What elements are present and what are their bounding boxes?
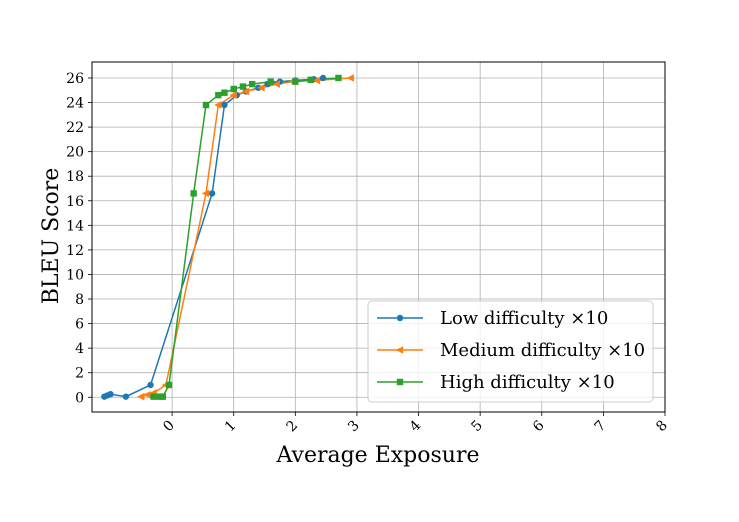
y-tick-label: 2 (75, 366, 84, 382)
x-axis-label: Average Exposure (276, 443, 480, 468)
y-tick-label: 14 (66, 218, 84, 234)
series-3-point (150, 393, 157, 400)
series-3-point (215, 91, 222, 99)
series-1-point (147, 381, 154, 389)
y-tick-label: 4 (75, 341, 84, 357)
series-3-point (335, 74, 342, 82)
series-3-point (159, 393, 167, 400)
y-tick-label: 24 (66, 96, 84, 112)
series-1-point (122, 393, 130, 400)
y-tick-label: 20 (66, 145, 84, 161)
legend-label-3: High difficulty ×10 (440, 372, 615, 393)
y-tick-label: 10 (66, 267, 84, 283)
series-1-point (107, 390, 114, 398)
y-tick-label: 12 (66, 243, 84, 259)
series-2-point (346, 74, 354, 82)
series-3-point (221, 89, 228, 96)
legend-marker-3 (396, 378, 404, 386)
series-1-point (319, 74, 327, 82)
legend-marker-1 (396, 314, 404, 322)
series-1-point (221, 101, 228, 109)
legend: Low difficulty ×10 Medium difficulty ×10 H… (367, 300, 654, 403)
series-1-point (208, 190, 216, 197)
series-3-point (190, 190, 197, 197)
series-2-point (137, 392, 145, 401)
series-3-point (239, 83, 247, 90)
series-2-point (241, 87, 250, 96)
y-axis-label: BLEU Score (39, 168, 64, 305)
legend-label-1: Low difficulty ×10 (440, 308, 608, 329)
series-markers (101, 74, 354, 401)
y-tick-label: 0 (75, 390, 84, 406)
y-tick-label: 26 (66, 71, 84, 87)
series-2-point (143, 391, 151, 399)
y-tick-label: 18 (66, 169, 84, 185)
plot-frame (91, 61, 666, 413)
y-tick-label: 22 (66, 120, 84, 136)
series-3-point (202, 101, 210, 109)
series-3-point (267, 78, 274, 85)
series-2-point (201, 189, 210, 198)
axis-ticks (88, 77, 666, 416)
series-3-point (248, 80, 256, 88)
series-3-point (292, 78, 299, 85)
series-2-point (229, 91, 237, 99)
legend-marker-2 (395, 346, 404, 354)
legend-label-2: Medium difficulty ×10 (440, 340, 645, 361)
legend-box (367, 300, 654, 403)
series-2-point (214, 101, 222, 109)
series-3-point (165, 381, 173, 389)
series-2-point (312, 76, 321, 85)
series-2-point (257, 83, 265, 92)
y-tick-label: 6 (75, 317, 84, 333)
series-3-point (230, 85, 237, 93)
y-tick-label: 16 (66, 194, 84, 210)
series-2-point (272, 80, 281, 88)
series-3-point (307, 76, 314, 84)
y-tick-label: 8 (75, 292, 84, 308)
